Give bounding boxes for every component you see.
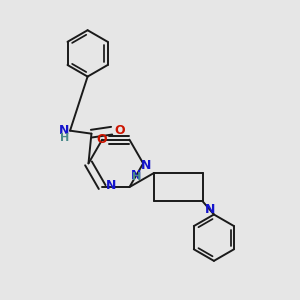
Text: H: H [60,133,69,143]
Text: N: N [106,179,116,192]
Text: N: N [131,169,142,182]
Text: O: O [114,124,125,137]
Text: O: O [96,133,107,146]
Text: H: H [132,172,142,182]
Text: N: N [205,203,215,216]
Text: N: N [58,124,69,137]
Text: N: N [141,158,152,172]
